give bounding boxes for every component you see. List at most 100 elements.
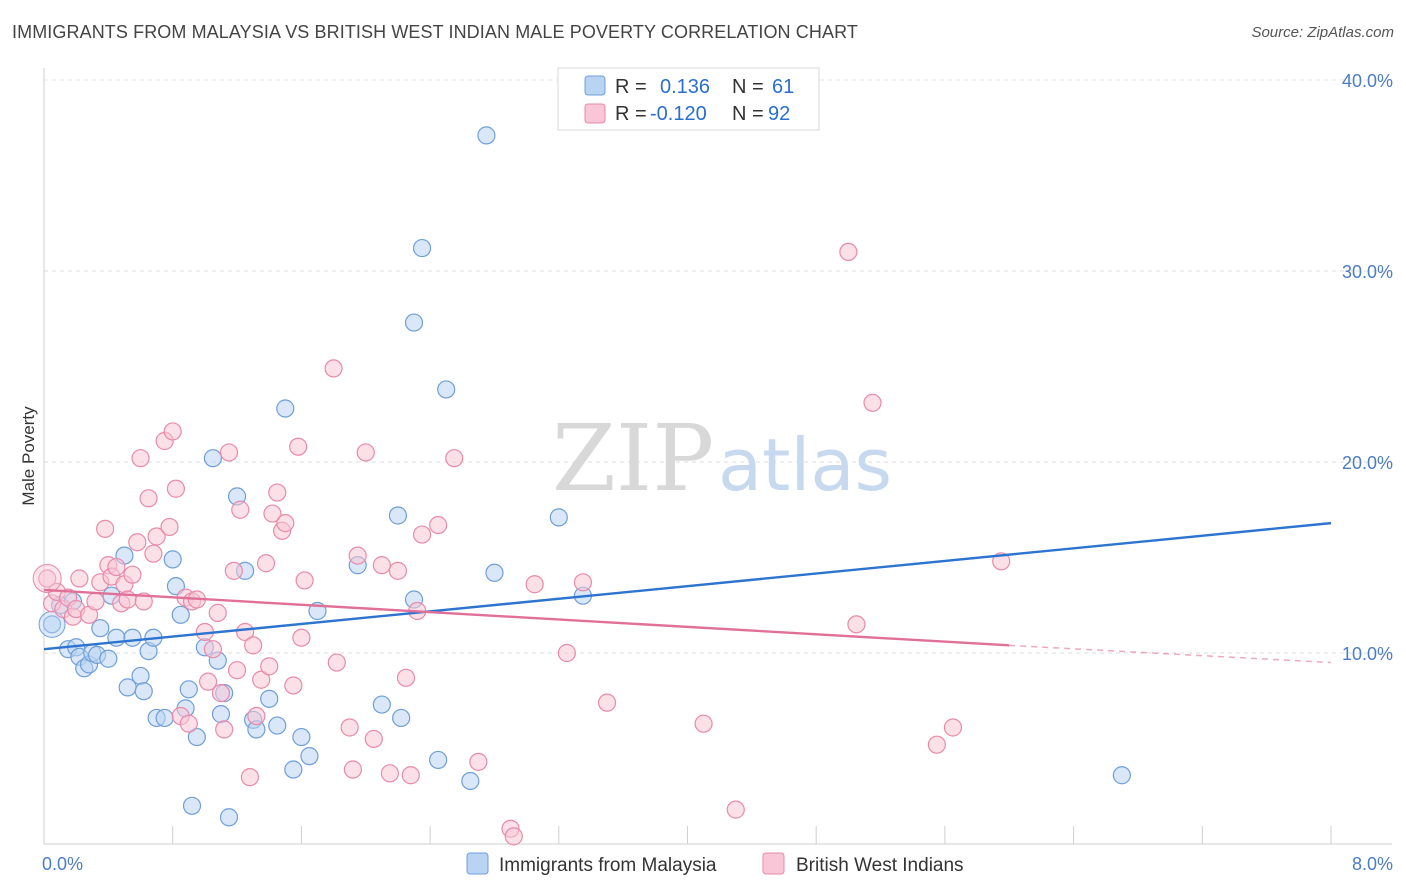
bwi-point-44: [235, 622, 255, 642]
malaysia-point-35: [219, 808, 239, 827]
bwi-point-57: [292, 628, 311, 647]
malaysia-point-49: [388, 506, 408, 525]
malaysia-point-27: [179, 680, 198, 699]
bwi-point-69: [396, 668, 416, 687]
bottom-legend-swatch-pink: [762, 852, 785, 875]
malaysia-point-22: [155, 708, 174, 728]
legend-n-value-2: 92: [768, 103, 790, 125]
bottom-legend-label-bwi: British West Indians: [796, 855, 964, 876]
legend-r-value-1: 0.136: [660, 76, 710, 98]
bwi-point-66: [372, 556, 391, 575]
y-axis-label: Male Poverty: [19, 406, 38, 506]
x-tick-labels: 0.0% 8.0%: [42, 854, 1393, 874]
legend-n-value-1: 61: [772, 76, 794, 98]
bwi-point-9: [86, 592, 105, 611]
bwi-point-83: [726, 800, 745, 819]
malaysia-point-18: [134, 682, 153, 701]
malaysia-point-43: [284, 760, 303, 779]
bwi-point-87: [927, 735, 946, 754]
malaysia-point-61: [1112, 766, 1131, 785]
bwi-point-18: [123, 565, 142, 584]
bwi-cluster-marker: [32, 564, 62, 594]
legend-swatch-blue: [584, 75, 606, 96]
bwi-point-28: [166, 479, 186, 498]
bwi-point-42: [227, 661, 247, 680]
bwi-point-0: [38, 569, 57, 588]
bwi-point-67: [380, 764, 399, 783]
bwi-trend-line: [43, 588, 1010, 647]
malaysia-point-10: [91, 619, 110, 638]
malaysia-point-33: [211, 705, 231, 724]
malaysia-point-42: [276, 399, 295, 418]
malaysia-point-25: [171, 605, 190, 624]
malaysia-point-40: [260, 689, 279, 708]
bwi-point-21: [134, 592, 153, 611]
malaysia-point-45: [300, 747, 319, 766]
malaysia-point-59: [549, 508, 568, 527]
legend-r-value-2: -0.120: [650, 103, 707, 125]
bwi-point-60: [327, 653, 346, 672]
bwi-point-50: [260, 657, 279, 676]
malaysia-point-48: [372, 695, 391, 714]
bwi-trend-extension: [1009, 644, 1332, 664]
malaysia-point-51: [404, 313, 424, 332]
bwi-point-85: [847, 615, 866, 634]
x-tick-label-0: 0.0%: [42, 854, 83, 874]
top-legend: R = 0.136 N = 61 R = -0.120 N = 92: [557, 67, 820, 131]
bwi-point-11: [96, 519, 115, 538]
watermark-atlas: atlas: [718, 423, 892, 507]
malaysia-point-44: [292, 727, 311, 747]
trend-lines: [43, 521, 1332, 664]
malaysia-point-55: [437, 380, 456, 399]
bwi-point-7: [70, 569, 89, 588]
series-bwi-points: [32, 242, 1011, 846]
legend-r-label-2: R =: [615, 103, 647, 125]
bwi-point-58: [295, 571, 314, 590]
bwi-point-37: [208, 603, 227, 622]
legend-r-label-1: R =: [615, 76, 647, 98]
watermark-zip: ZIP: [552, 405, 714, 512]
bwi-point-68: [388, 561, 408, 580]
bwi-point-27: [163, 422, 182, 441]
malaysia-point-29: [187, 727, 206, 747]
bwi-point-26: [160, 517, 179, 537]
bwi-point-77: [504, 827, 523, 846]
bwi-point-23: [144, 544, 163, 563]
chart-title: IMMIGRANTS FROM MALAYSIA VS BRITISH WEST…: [12, 22, 858, 42]
bwi-point-75: [469, 752, 488, 771]
malaysia-point-54: [429, 750, 448, 770]
malaysia-point-58: [485, 563, 504, 582]
bwi-point-54: [276, 514, 295, 533]
malaysia-point-41: [268, 716, 287, 735]
malaysia-point-50: [392, 708, 411, 728]
legend-n-label-2: N =: [732, 103, 764, 125]
bottom-legend-swatch-blue: [466, 852, 489, 875]
bwi-point-79: [557, 643, 576, 663]
bwi-point-47: [247, 706, 266, 726]
bwi-point-45: [240, 768, 260, 787]
malaysia-point-16: [123, 628, 142, 647]
x-tick-label-1: 8.0%: [1352, 854, 1393, 874]
bwi-point-35: [198, 672, 218, 691]
bwi-point-14: [107, 557, 126, 577]
bwi-point-73: [429, 515, 448, 535]
bwi-point-40: [219, 443, 239, 462]
legend-n-label-1: N =: [732, 76, 764, 98]
bwi-point-41: [224, 561, 243, 580]
malaysia-point-0: [42, 615, 62, 634]
malaysia-point-52: [412, 238, 432, 258]
bwi-point-22: [139, 489, 158, 508]
bwi-point-52: [268, 483, 287, 502]
bwi-point-74: [445, 449, 464, 468]
bwi-point-70: [401, 766, 420, 785]
bwi-point-64: [356, 443, 375, 462]
y-tick-labels: 10.0% 20.0% 30.0% 40.0%: [1342, 71, 1393, 664]
bwi-point-51: [263, 504, 282, 523]
bottom-legend: Immigrants from Malaysia British West In…: [466, 852, 964, 876]
bwi-point-84: [839, 242, 858, 261]
bottom-legend-label-malaysia: Immigrants from Malaysia: [499, 855, 717, 876]
bwi-point-61: [340, 718, 359, 737]
malaysia-point-28: [182, 796, 202, 815]
bwi-point-62: [343, 760, 362, 779]
bwi-point-72: [412, 525, 432, 544]
